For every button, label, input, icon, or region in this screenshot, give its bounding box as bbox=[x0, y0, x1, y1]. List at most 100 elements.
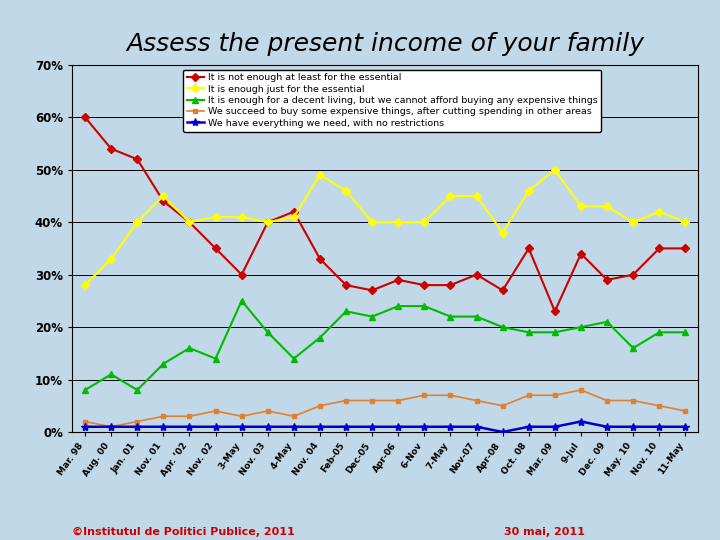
It is enough for a decent living, but we cannot afford buying any expensive things bbox=[81, 387, 89, 393]
We have everything we need, with no restrictions bbox=[394, 423, 402, 430]
We succeed to buy some expensive things, after cutting spending in other areas bbox=[264, 408, 272, 414]
It is enough for a decent living, but we cannot afford buying any expensive things bbox=[551, 329, 559, 335]
It is enough for a decent living, but we cannot afford buying any expensive things bbox=[238, 298, 246, 304]
It is enough for a decent living, but we cannot afford buying any expensive things bbox=[524, 329, 533, 335]
We have everything we need, with no restrictions bbox=[551, 423, 559, 430]
We have everything we need, with no restrictions bbox=[211, 423, 220, 430]
We succeed to buy some expensive things, after cutting spending in other areas bbox=[420, 392, 428, 399]
We have everything we need, with no restrictions bbox=[577, 418, 585, 425]
We succeed to buy some expensive things, after cutting spending in other areas bbox=[446, 392, 455, 399]
It is enough for a decent living, but we cannot afford buying any expensive things bbox=[159, 361, 168, 367]
It is enough just for the essential bbox=[420, 219, 428, 225]
It is enough just for the essential bbox=[577, 203, 585, 210]
It is enough for a decent living, but we cannot afford buying any expensive things bbox=[603, 319, 611, 325]
It is enough just for the essential bbox=[472, 193, 481, 199]
We have everything we need, with no restrictions bbox=[264, 423, 272, 430]
It is not enough at least for the essential bbox=[446, 282, 455, 288]
It is enough for a decent living, but we cannot afford buying any expensive things bbox=[264, 329, 272, 335]
It is enough just for the essential bbox=[81, 282, 89, 288]
We have everything we need, with no restrictions bbox=[498, 429, 507, 435]
Line: It is enough for a decent living, but we cannot afford buying any expensive things: It is enough for a decent living, but we… bbox=[81, 298, 689, 394]
We have everything we need, with no restrictions bbox=[289, 423, 298, 430]
We succeed to buy some expensive things, after cutting spending in other areas bbox=[472, 397, 481, 404]
It is enough for a decent living, but we cannot afford buying any expensive things bbox=[420, 303, 428, 309]
It is not enough at least for the essential bbox=[681, 245, 690, 252]
It is not enough at least for the essential bbox=[368, 287, 377, 294]
It is enough just for the essential bbox=[629, 219, 637, 225]
It is enough just for the essential bbox=[133, 219, 142, 225]
It is enough just for the essential bbox=[368, 219, 377, 225]
We succeed to buy some expensive things, after cutting spending in other areas bbox=[107, 423, 115, 430]
It is not enough at least for the essential bbox=[394, 276, 402, 283]
It is not enough at least for the essential bbox=[629, 272, 637, 278]
It is enough for a decent living, but we cannot afford buying any expensive things bbox=[289, 355, 298, 362]
We have everything we need, with no restrictions bbox=[107, 423, 115, 430]
We succeed to buy some expensive things, after cutting spending in other areas bbox=[159, 413, 168, 420]
Text: ©Institutul de Politici Publice, 2011: ©Institutul de Politici Publice, 2011 bbox=[72, 526, 294, 537]
It is enough for a decent living, but we cannot afford buying any expensive things bbox=[498, 324, 507, 330]
Title: Assess the present income of your family: Assess the present income of your family bbox=[126, 32, 644, 56]
It is not enough at least for the essential bbox=[498, 287, 507, 294]
We succeed to buy some expensive things, after cutting spending in other areas bbox=[394, 397, 402, 404]
It is not enough at least for the essential bbox=[577, 251, 585, 257]
It is not enough at least for the essential bbox=[551, 308, 559, 315]
We have everything we need, with no restrictions bbox=[342, 423, 351, 430]
We have everything we need, with no restrictions bbox=[238, 423, 246, 430]
We succeed to buy some expensive things, after cutting spending in other areas bbox=[498, 402, 507, 409]
We succeed to buy some expensive things, after cutting spending in other areas bbox=[655, 402, 664, 409]
It is enough for a decent living, but we cannot afford buying any expensive things bbox=[577, 324, 585, 330]
It is enough for a decent living, but we cannot afford buying any expensive things bbox=[681, 329, 690, 335]
Line: It is not enough at least for the essential: It is not enough at least for the essent… bbox=[82, 114, 688, 314]
We have everything we need, with no restrictions bbox=[472, 423, 481, 430]
We have everything we need, with no restrictions bbox=[603, 423, 611, 430]
Text: 30 mai, 2011: 30 mai, 2011 bbox=[504, 526, 585, 537]
It is not enough at least for the essential bbox=[289, 208, 298, 215]
It is not enough at least for the essential bbox=[264, 219, 272, 225]
We have everything we need, with no restrictions bbox=[133, 423, 142, 430]
We have everything we need, with no restrictions bbox=[681, 423, 690, 430]
It is enough for a decent living, but we cannot afford buying any expensive things bbox=[315, 334, 324, 341]
It is enough for a decent living, but we cannot afford buying any expensive things bbox=[446, 313, 455, 320]
It is enough just for the essential bbox=[446, 193, 455, 199]
It is enough for a decent living, but we cannot afford buying any expensive things bbox=[211, 355, 220, 362]
It is enough for a decent living, but we cannot afford buying any expensive things bbox=[185, 345, 194, 352]
It is not enough at least for the essential bbox=[133, 156, 142, 163]
It is enough for a decent living, but we cannot afford buying any expensive things bbox=[472, 313, 481, 320]
It is not enough at least for the essential bbox=[655, 245, 664, 252]
We have everything we need, with no restrictions bbox=[629, 423, 637, 430]
It is not enough at least for the essential bbox=[81, 114, 89, 120]
It is enough for a decent living, but we cannot afford buying any expensive things bbox=[394, 303, 402, 309]
It is enough for a decent living, but we cannot afford buying any expensive things bbox=[342, 308, 351, 315]
It is enough just for the essential bbox=[551, 166, 559, 173]
We succeed to buy some expensive things, after cutting spending in other areas bbox=[368, 397, 377, 404]
Line: We have everything we need, with no restrictions: We have everything we need, with no rest… bbox=[81, 417, 690, 436]
It is enough for a decent living, but we cannot afford buying any expensive things bbox=[629, 345, 637, 352]
Line: It is enough just for the essential: It is enough just for the essential bbox=[82, 167, 688, 288]
It is enough just for the essential bbox=[394, 219, 402, 225]
It is not enough at least for the essential bbox=[107, 145, 115, 152]
It is enough just for the essential bbox=[211, 214, 220, 220]
We have everything we need, with no restrictions bbox=[446, 423, 455, 430]
We have everything we need, with no restrictions bbox=[159, 423, 168, 430]
We succeed to buy some expensive things, after cutting spending in other areas bbox=[681, 408, 690, 414]
Legend: It is not enough at least for the essential, It is enough just for the essential: It is not enough at least for the essent… bbox=[183, 70, 601, 132]
It is not enough at least for the essential bbox=[159, 198, 168, 205]
We succeed to buy some expensive things, after cutting spending in other areas bbox=[342, 397, 351, 404]
It is not enough at least for the essential bbox=[420, 282, 428, 288]
We have everything we need, with no restrictions bbox=[420, 423, 428, 430]
It is not enough at least for the essential bbox=[315, 255, 324, 262]
We have everything we need, with no restrictions bbox=[524, 423, 533, 430]
It is enough just for the essential bbox=[498, 230, 507, 236]
It is enough just for the essential bbox=[107, 255, 115, 262]
It is not enough at least for the essential bbox=[211, 245, 220, 252]
It is enough just for the essential bbox=[681, 219, 690, 225]
We succeed to buy some expensive things, after cutting spending in other areas bbox=[289, 413, 298, 420]
It is enough just for the essential bbox=[655, 208, 664, 215]
We have everything we need, with no restrictions bbox=[368, 423, 377, 430]
It is enough just for the essential bbox=[289, 214, 298, 220]
Line: We succeed to buy some expensive things, after cutting spending in other areas: We succeed to buy some expensive things,… bbox=[83, 388, 688, 429]
It is enough for a decent living, but we cannot afford buying any expensive things bbox=[655, 329, 664, 335]
We have everything we need, with no restrictions bbox=[81, 423, 89, 430]
We have everything we need, with no restrictions bbox=[655, 423, 664, 430]
It is enough for a decent living, but we cannot afford buying any expensive things bbox=[107, 371, 115, 377]
